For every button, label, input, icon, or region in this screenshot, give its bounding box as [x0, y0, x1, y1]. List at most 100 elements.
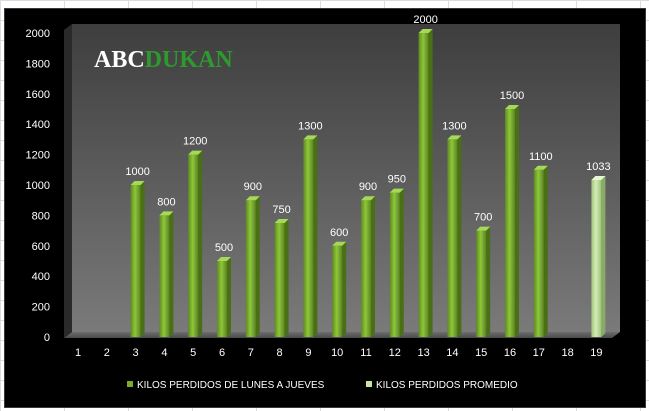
x-tick-label: 13: [417, 347, 429, 359]
data-label: 1000: [125, 166, 149, 178]
x-tick-label: 4: [161, 347, 167, 359]
x-tick-label: 1: [75, 347, 81, 359]
x-tick-label: 10: [331, 347, 343, 359]
bar-top: [389, 188, 404, 193]
bar-front: [217, 261, 227, 337]
y-tick-label: 1000: [26, 180, 50, 192]
data-label: 1300: [298, 120, 322, 132]
bar[interactable]: [130, 181, 145, 337]
bar-side: [543, 165, 548, 337]
bar-side: [255, 196, 260, 337]
data-label: 1300: [442, 120, 466, 132]
bar[interactable]: [476, 226, 491, 337]
x-tick-label: 9: [305, 347, 311, 359]
bar-top: [217, 257, 231, 261]
bar-side: [313, 135, 318, 337]
bar-side: [486, 226, 491, 337]
bar-side: [284, 219, 289, 337]
y-tick-label: 1800: [26, 58, 50, 70]
legend-label-series-2: KILOS PERDIDOS PROMEDIO: [376, 380, 518, 391]
bar-top: [130, 181, 145, 185]
bar-front: [332, 245, 343, 337]
bar-top: [591, 175, 606, 180]
bar-top: [303, 135, 318, 140]
bar-top: [361, 196, 375, 201]
y-tick-label: 0: [44, 332, 50, 344]
bar-top: [505, 105, 519, 109]
legend-label-series-1: KILOS PERDIDOS DE LUNES A JUEVES: [137, 380, 325, 391]
logo-text: ABCDUKAN: [94, 47, 233, 73]
bars-group: [130, 29, 606, 337]
bar-top: [447, 135, 462, 140]
bar-side: [342, 241, 347, 337]
bar[interactable]: [274, 219, 289, 337]
bar-front: [245, 200, 256, 337]
x-tick-label: 7: [248, 347, 254, 359]
data-label: 900: [359, 181, 377, 193]
data-label: 1500: [500, 90, 524, 102]
bar[interactable]: [303, 135, 318, 337]
bar[interactable]: [245, 196, 260, 337]
bar-front: [303, 139, 314, 337]
y-tick-label: 1600: [26, 89, 50, 101]
bar[interactable]: [591, 175, 606, 337]
x-tick-label: 18: [561, 347, 573, 359]
bar[interactable]: [188, 150, 203, 337]
bar-front: [533, 169, 544, 337]
bar[interactable]: [447, 135, 462, 337]
bar-side: [198, 150, 203, 337]
y-tick-label: 2000: [26, 28, 50, 40]
data-label: 1200: [183, 136, 207, 148]
data-label: 900: [244, 181, 262, 193]
data-label: 800: [157, 196, 175, 208]
bar-top: [188, 150, 203, 155]
y-tick-label: 1200: [26, 150, 50, 162]
bar[interactable]: [418, 29, 433, 337]
logo-abc: ABC: [94, 47, 145, 73]
data-label: 600: [330, 227, 348, 239]
bar-front: [389, 192, 400, 337]
data-label: 700: [474, 212, 492, 224]
y-tick-label: 1400: [26, 119, 50, 131]
bar-top: [245, 196, 260, 201]
bar[interactable]: [217, 257, 231, 337]
bar[interactable]: [159, 211, 174, 337]
bar-front: [476, 230, 487, 337]
y-tick-label: 800: [32, 210, 50, 222]
data-labels-group: 1000 800 1200 500 900 750 1300 600 900 950 2000 130…: [125, 14, 610, 254]
bar-top: [332, 241, 347, 246]
x-axis: 1 2 3 4 5 6 7 8 9 10 11 12 13 14 15 16 17 18 19: [75, 347, 603, 359]
x-tick-label: 15: [475, 347, 487, 359]
bar-side: [140, 181, 145, 337]
bar-top: [476, 226, 491, 231]
legend: KILOS PERDIDOS DE LUNES A JUEVES KILOS P…: [127, 380, 518, 391]
x-tick-label: 16: [504, 347, 516, 359]
bar-front: [130, 185, 141, 337]
x-tick-label: 14: [446, 347, 458, 359]
bar[interactable]: [389, 188, 404, 337]
bar-front: [188, 154, 199, 337]
y-tick-label: 400: [32, 271, 50, 283]
x-tick-label: 19: [590, 347, 602, 359]
bar[interactable]: [533, 165, 548, 337]
bar-side: [227, 257, 231, 337]
bar-top: [418, 29, 433, 33]
x-tick-label: 12: [389, 347, 401, 359]
bar-side: [371, 196, 375, 337]
bar-front: [591, 179, 602, 337]
x-tick-label: 3: [133, 347, 139, 359]
data-label: 2000: [413, 14, 437, 26]
bar-top: [533, 165, 548, 170]
bar[interactable]: [505, 105, 519, 337]
bar[interactable]: [332, 241, 347, 337]
bar-side: [457, 135, 462, 337]
x-tick-label: 11: [360, 347, 371, 359]
plot-side-wall: [64, 24, 72, 338]
y-tick-label: 600: [32, 241, 50, 253]
x-tick-label: 6: [219, 347, 225, 359]
bar-front: [418, 33, 429, 337]
data-label: 950: [388, 174, 406, 186]
bar-top: [274, 219, 289, 223]
bar[interactable]: [361, 196, 375, 337]
